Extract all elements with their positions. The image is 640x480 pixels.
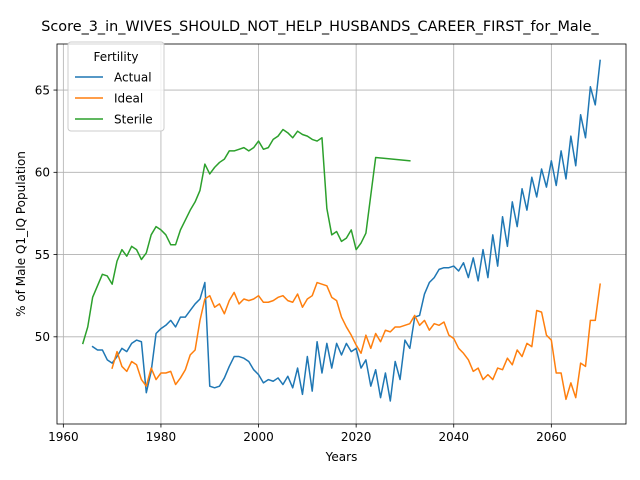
axis-ticks: 1960 1980 2000 2020 2040 2060 50 55 60 65: [35, 83, 567, 444]
legend-label-ideal: Ideal: [114, 91, 143, 105]
y-tick-label: 60: [35, 166, 50, 180]
series-line-sterile: [81, 128, 411, 345]
legend-label-actual: Actual: [114, 70, 152, 84]
y-axis-label: % of Male Q1_IQ Population: [14, 151, 28, 317]
y-tick-label: 55: [35, 248, 50, 262]
chart-title: Score_3_in_WIVES_SHOULD_NOT_HELP_HUSBAND…: [41, 19, 599, 35]
plot-area-frame: [56, 43, 627, 425]
y-tick-label: 65: [35, 83, 50, 97]
x-tick-label: 2020: [341, 430, 372, 444]
legend-title: Fertility: [93, 50, 138, 64]
x-tick-label: 1960: [48, 430, 79, 444]
x-axis-label: Years: [325, 450, 358, 464]
x-tick-label: 2000: [243, 430, 274, 444]
legend: Fertility Actual Ideal Sterile: [67, 41, 165, 132]
grid: [57, 44, 626, 424]
x-tick-label: 1980: [146, 430, 177, 444]
legend-entries: Actual Ideal Sterile: [75, 70, 153, 126]
x-tick-label: 2040: [438, 430, 469, 444]
series-line-actual: [91, 59, 601, 402]
series-line-ideal: [111, 281, 601, 401]
legend-box: [67, 41, 165, 132]
plot-series: [81, 59, 601, 402]
legend-label-sterile: Sterile: [114, 112, 153, 126]
x-tick-label: 2060: [536, 430, 567, 444]
y-tick-label: 50: [35, 330, 50, 344]
